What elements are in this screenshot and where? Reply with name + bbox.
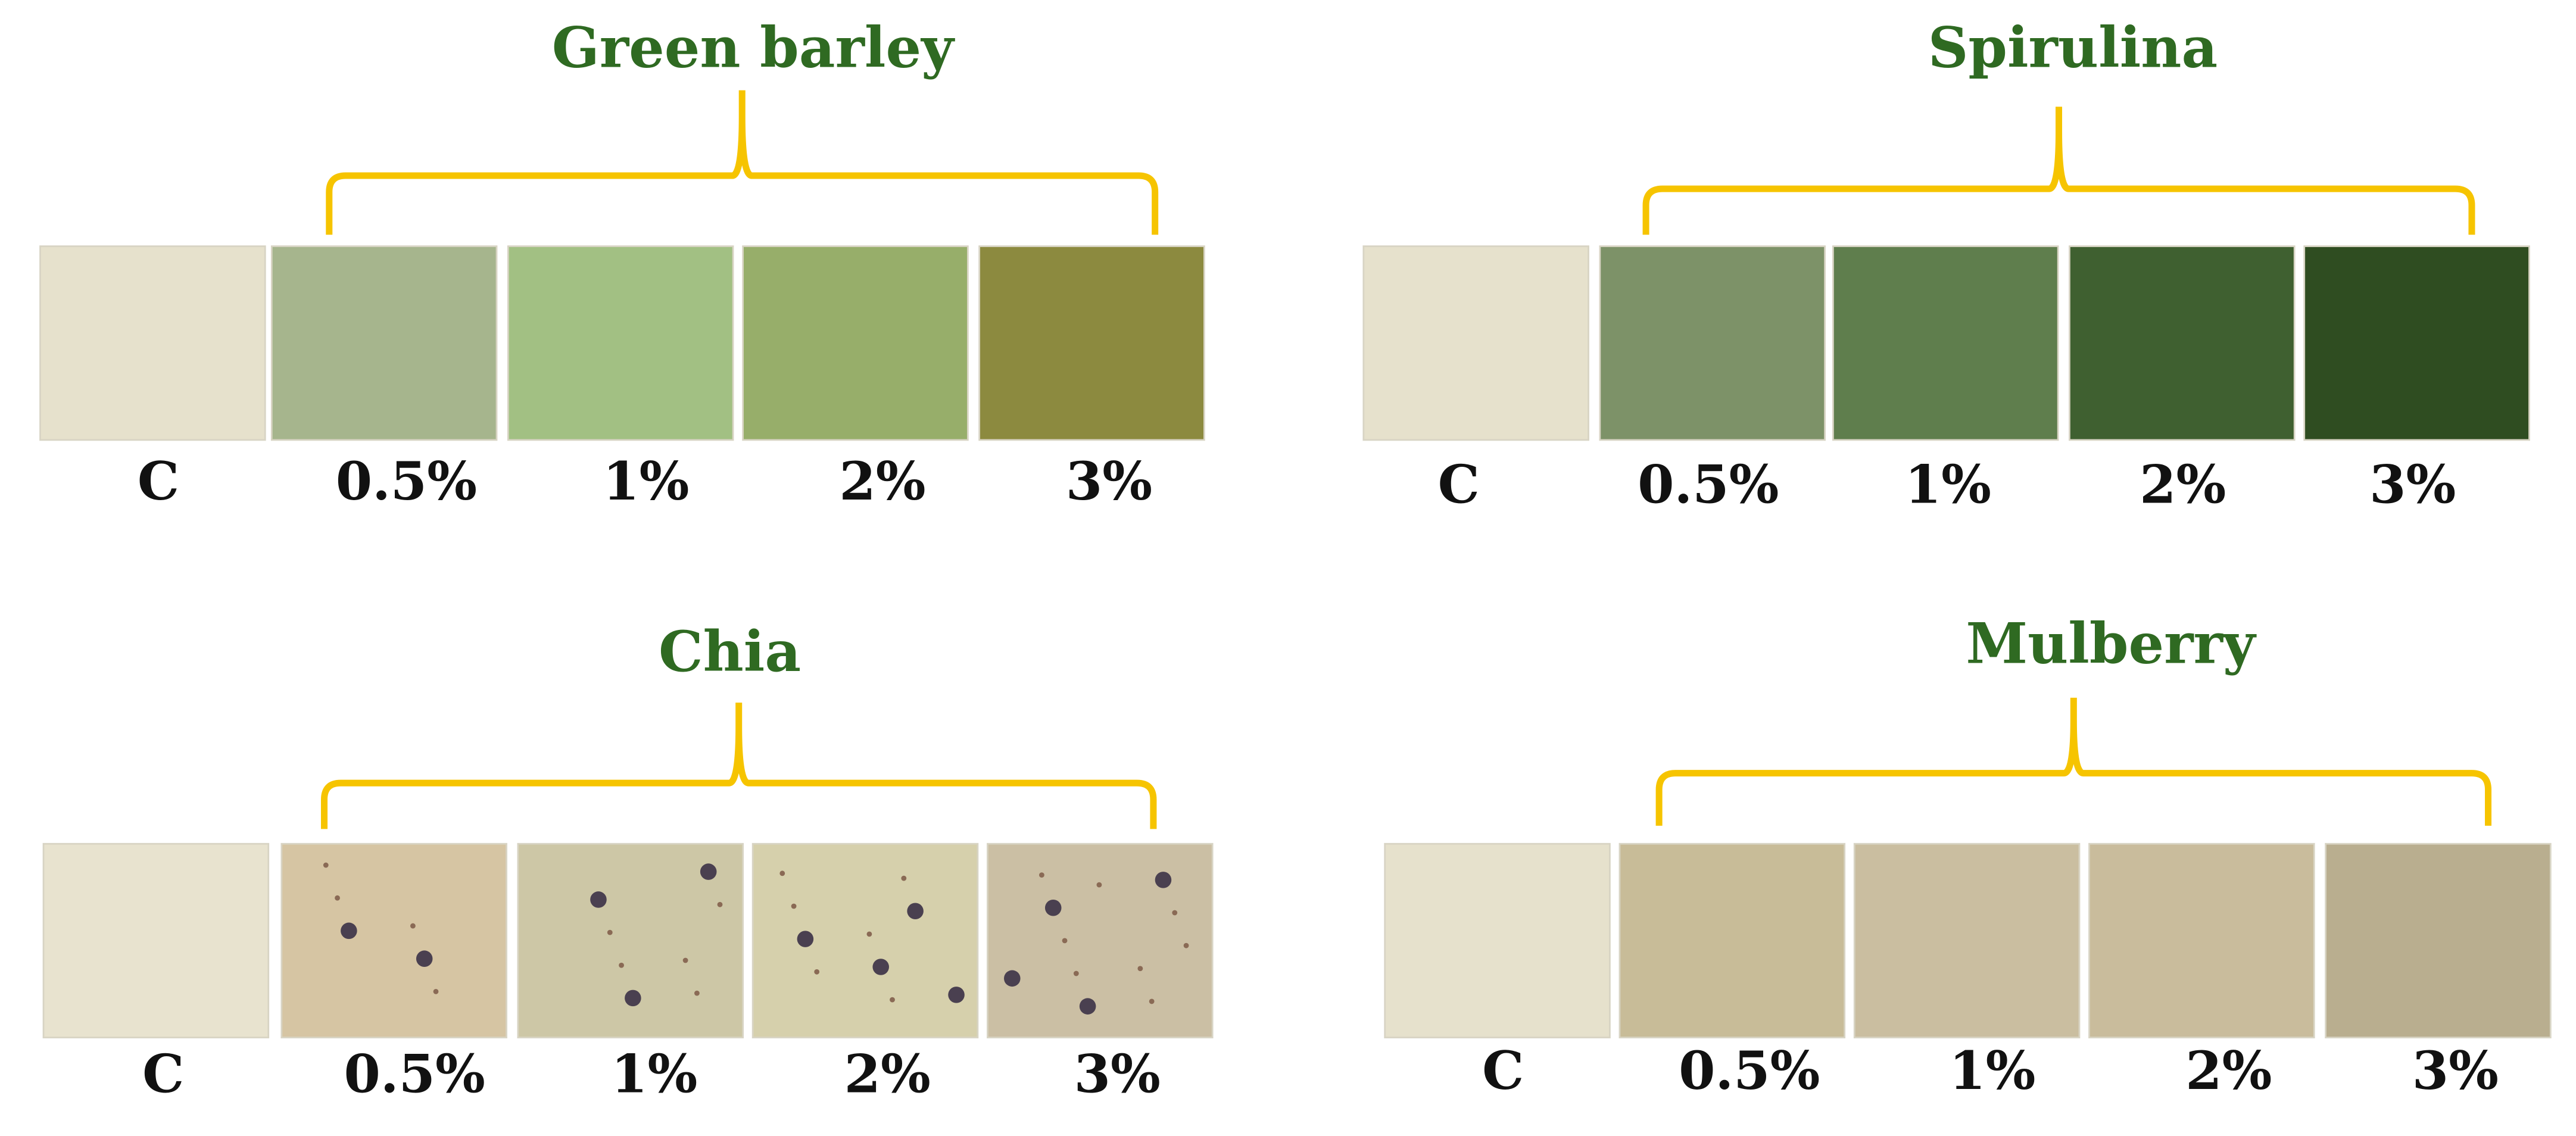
seed-speck [1137, 966, 1143, 972]
sample-swatch [270, 245, 498, 441]
seed-speck [323, 862, 329, 868]
bracket [1642, 107, 2475, 235]
sample-swatch [987, 842, 1214, 1038]
sample-swatch [751, 842, 979, 1038]
sample-swatch [2303, 245, 2530, 441]
panel: Spirulina C 0.5% 1% 2% 3% [1362, 15, 2530, 516]
sample-swatch [1599, 245, 1826, 441]
seed-speck [797, 931, 814, 947]
seed-speck [814, 969, 820, 975]
sample-swatch [42, 842, 270, 1038]
seed-speck [1096, 882, 1102, 888]
sample-label: 0.5% [344, 1043, 485, 1104]
panel-title: Green barley [552, 15, 955, 80]
panel: Mulberry C 0.5% 1% 2% 3% [1384, 611, 2552, 1101]
seed-speck [682, 957, 688, 963]
sample-swatch [39, 245, 266, 441]
sample-swatch [2088, 842, 2315, 1038]
seed-speck [1172, 910, 1178, 916]
seed-speck [607, 929, 613, 935]
sample-swatch [507, 245, 734, 441]
seed-speck [717, 901, 723, 907]
sample-label: 1% [1949, 1040, 2035, 1101]
sample-label: 3% [2412, 1040, 2499, 1101]
sample-label: 3% [1066, 450, 1152, 512]
sample-label: C [1482, 1040, 1524, 1101]
seed-speck [890, 997, 895, 1003]
seed-speck [866, 931, 872, 937]
seed-speck [1183, 942, 1189, 948]
seed-speck [694, 990, 700, 996]
seed-speck [907, 903, 924, 920]
sample-swatch [1832, 245, 2059, 441]
sample-label: 1% [1905, 454, 1991, 516]
sample-label: 2% [2185, 1040, 2272, 1101]
sample-label: 0.5% [1638, 454, 1779, 516]
seed-speck [1079, 998, 1096, 1015]
bracket [1655, 697, 2492, 826]
panel: Chia C 0.5% 1% 2% 3% [42, 619, 1214, 1104]
seed-speck [791, 903, 797, 909]
seed-speck [433, 988, 439, 994]
seed-speck [590, 891, 607, 908]
sample-label: 0.5% [1679, 1040, 1820, 1101]
sample-swatch [1853, 842, 2081, 1038]
sample-label: C [142, 1043, 184, 1104]
seed-speck [416, 950, 433, 968]
bracket [320, 703, 1157, 829]
sample-label: 1% [603, 450, 689, 512]
seed-speck [335, 895, 340, 901]
sample-label: C [1438, 454, 1480, 516]
sample-label: 3% [2369, 454, 2456, 516]
sample-swatch [1384, 842, 1611, 1038]
sample-swatch [1618, 842, 1846, 1038]
seed-speck [1044, 899, 1062, 916]
seed-speck [948, 987, 965, 1003]
panel-title: Mulberry [1966, 611, 2256, 676]
panel-title: Chia [659, 619, 801, 685]
sample-label: 1% [611, 1043, 697, 1104]
sample-label: 0.5% [336, 450, 477, 512]
seed-speck [1155, 872, 1172, 888]
seed-speck [341, 922, 357, 940]
sample-label: C [138, 450, 179, 512]
bracket [326, 90, 1159, 235]
seed-speck [1039, 872, 1044, 878]
seed-speck [410, 923, 416, 929]
sample-swatch [742, 245, 969, 441]
seed-speck [700, 863, 717, 880]
sample-swatch [1362, 245, 1589, 441]
seed-speck [901, 875, 907, 881]
sample-swatch [2325, 842, 2552, 1038]
panel: Green barley C 0.5% 1% 2% 3% [39, 15, 1205, 512]
seed-speck [619, 962, 624, 968]
seed-speck [1062, 938, 1068, 944]
sample-label: 2% [839, 450, 925, 512]
seed-speck [872, 959, 889, 975]
sample-swatch [2069, 245, 2296, 441]
sample-label: 2% [844, 1043, 931, 1104]
sample-label: 3% [1074, 1043, 1161, 1104]
seed-speck [779, 870, 785, 876]
panel-title: Spirulina [1928, 15, 2218, 80]
sample-label: 2% [2140, 454, 2226, 516]
seed-speck [1073, 970, 1079, 976]
sample-swatch [280, 842, 507, 1038]
sample-swatch [978, 245, 1205, 441]
seed-speck [625, 990, 641, 1007]
seed-speck [1004, 970, 1021, 987]
seed-speck [1149, 998, 1155, 1004]
